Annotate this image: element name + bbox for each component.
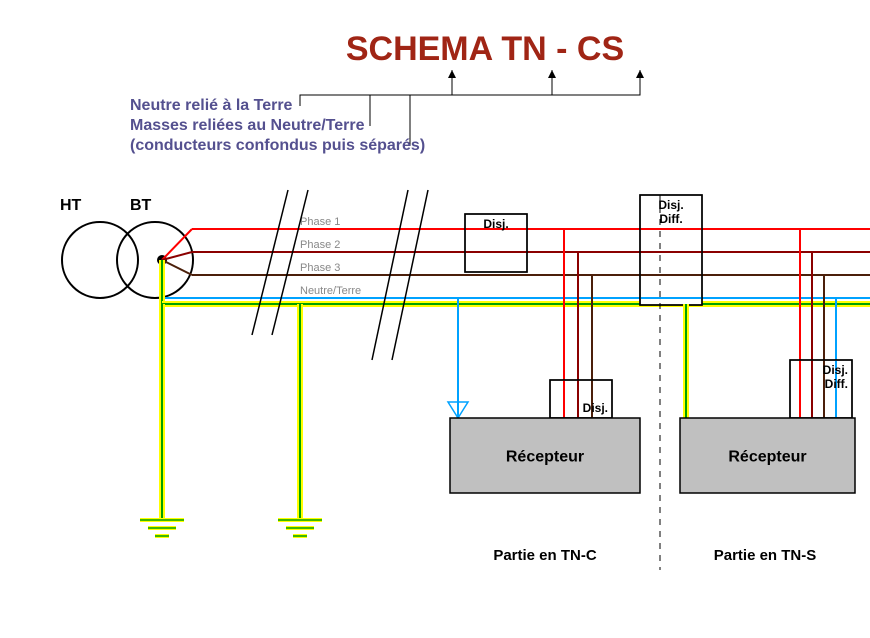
title-text: SCHEMA TN - CS xyxy=(346,30,624,68)
section-tns: Partie en TN-S xyxy=(714,547,817,564)
pointer-line xyxy=(370,70,552,126)
disj-mid-label: Disj. xyxy=(583,401,608,415)
disj-top-label: Disj. xyxy=(483,217,508,231)
transformer-bt xyxy=(117,222,193,298)
disjdiff-mid-l1: Disj. xyxy=(823,363,848,377)
caption-line1: Neutre relié à la Terre xyxy=(130,97,293,114)
schema-diagram: SCHEMA TN - CS Neutre relié à la Terre Mas… xyxy=(0,0,870,638)
break-slash-0 xyxy=(252,190,288,335)
terminal-ht: HT xyxy=(60,197,82,214)
recepteur-left-label: Récepteur xyxy=(506,449,584,466)
caption-line3: (conducteurs confondus puis séparés) xyxy=(130,137,425,154)
caption-line2: Masses reliées au Neutre/Terre xyxy=(130,117,365,134)
label-phase2: Phase 2 xyxy=(300,239,340,251)
lead-p3 xyxy=(162,260,192,275)
pointer-head xyxy=(636,70,644,78)
pointer-line xyxy=(410,70,640,146)
label-neutre: Neutre/Terre xyxy=(300,285,361,297)
terminal-bt: BT xyxy=(130,197,152,214)
section-tnc: Partie en TN-C xyxy=(493,547,597,564)
disjdiff-mid-l2: Diff. xyxy=(825,377,848,391)
label-phase1: Phase 1 xyxy=(300,216,340,228)
disjdiff-top-l1: Disj. xyxy=(658,198,683,212)
recepteur-right-label: Récepteur xyxy=(728,449,806,466)
pointer-head xyxy=(448,70,456,78)
label-phase3: Phase 3 xyxy=(300,262,340,274)
pointer-head xyxy=(548,70,556,78)
pointer-line xyxy=(300,70,452,106)
disjdiff-top-l2: Diff. xyxy=(659,212,682,226)
